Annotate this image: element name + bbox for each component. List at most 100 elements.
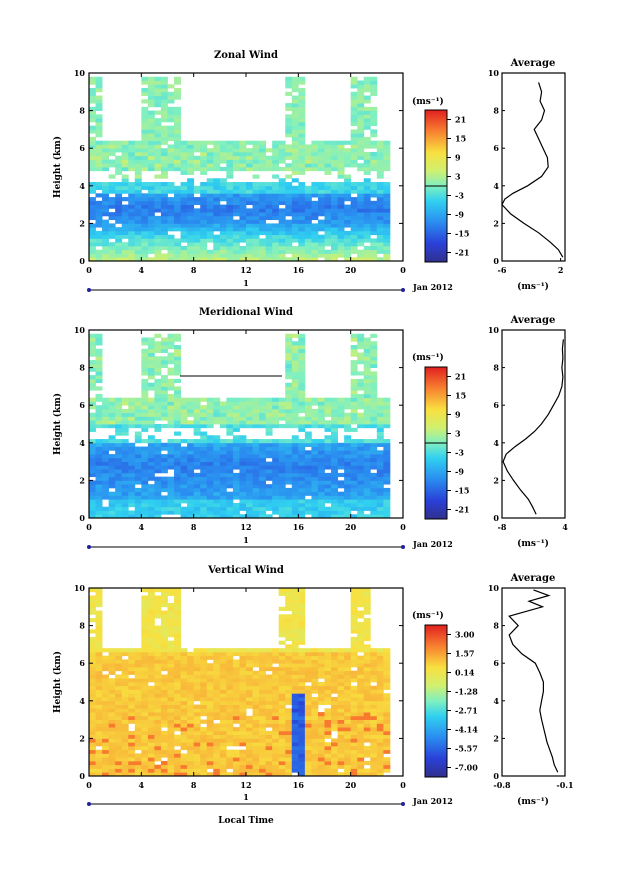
heatmap-cell [89,745,96,751]
heatmap-cell [363,424,371,429]
heatmap-cell [278,257,286,261]
heatmap-cell [278,480,286,485]
heatmap-cell [259,227,267,232]
heatmap-cell [102,487,110,493]
heatmap-cell [89,227,96,232]
heatmap-cell [311,465,319,470]
heatmap-cell [167,223,175,228]
heatmap-cell [311,182,319,187]
heatmap-cell [285,491,293,496]
heatmap-cell [252,397,260,402]
heatmap-cell [337,212,345,217]
heatmap-cell [187,678,195,683]
heatmap-cell [154,745,162,751]
heatmap-cell [370,397,378,402]
heatmap-cell [272,704,280,709]
heatmap-cell [121,693,129,698]
heatmap-cell [154,133,162,138]
heatmap-cell [121,742,129,747]
heatmap-cell [213,144,221,149]
heatmap-cell [265,502,273,508]
heatmap-cell [291,341,299,346]
heatmap-cell [213,182,221,187]
timeline-end-marker [401,545,405,549]
heatmap-cell [174,461,181,466]
heatmap-cell [89,197,96,202]
heatmap-cell [213,238,221,243]
heatmap-cell [141,356,149,361]
heatmap-cell [285,651,293,657]
heatmap-cell [272,753,280,758]
heatmap-cell [304,219,312,224]
heatmap-cell [102,723,110,728]
heatmap-cell [344,197,352,202]
heatmap-cell [121,197,129,202]
heatmap-cell [259,678,267,683]
heatmap-cell [304,723,312,728]
heatmap-cell [213,223,221,228]
heatmap-cell [121,480,129,485]
heatmap-cell [350,712,358,717]
heatmap-cell [259,666,267,672]
heatmap-cell [350,118,358,123]
heatmap-cell [95,727,103,732]
heatmap-cell [141,487,149,493]
heatmap-cell [134,655,142,660]
heatmap-cell [108,659,116,664]
heatmap-cell [121,738,129,743]
heatmap-cell [167,730,175,736]
heatmap-cell [246,223,253,228]
heatmap-cell [193,427,201,432]
heatmap-cell [383,151,391,157]
heatmap-cell [383,163,391,168]
heatmap-cell [187,405,195,410]
heatmap-cell [219,506,227,511]
heatmap-cell [383,708,391,713]
heatmap-cell [252,401,260,406]
heatmap-cell [89,129,96,134]
heatmap-cell [383,144,391,149]
heatmap-cell [298,670,306,675]
heatmap-cell [200,230,208,236]
heatmap-cell [350,700,358,705]
heatmap-cell [370,382,378,387]
heatmap-cell [147,185,155,190]
heatmap-cell [232,730,240,736]
heatmap-cell [259,193,267,198]
heatmap-cell [213,712,221,717]
heatmap-cell [265,708,273,713]
heatmap-cell [357,685,365,690]
heatmap-cell [311,140,319,145]
heatmap-cell [232,182,240,187]
heatmap-cell [311,200,319,205]
heatmap-cell [376,506,384,511]
heatmap-cell [357,212,365,217]
heatmap-cell [226,227,234,232]
heatmap-cell [174,454,181,459]
chart-title: Vertical Wind [207,565,284,576]
heatmap-cell [187,185,195,190]
heatmap-cell [95,88,103,93]
heatmap-cell [304,208,312,213]
heatmap-cell [226,499,234,504]
heatmap-cell [134,472,142,478]
heatmap-cell [298,103,306,108]
heatmap-cell [193,223,201,228]
heatmap-cell [95,659,103,664]
heatmap-cell [141,80,149,85]
heatmap-cell [252,408,260,414]
heatmap-cell [174,118,181,123]
heatmap-cell [337,685,345,690]
heatmap-cell [174,420,181,425]
heatmap-cell [239,257,247,261]
heatmap-cell [147,257,155,261]
heatmap-cell [291,424,299,429]
heatmap-cell [141,401,149,406]
heatmap-cell [108,745,116,751]
heatmap-cell [95,491,103,496]
heatmap-cell [141,378,149,384]
heatmap-cell [357,454,365,459]
heatmap-cell [160,416,168,421]
heatmap-cell [213,659,221,664]
heatmap-cell [317,200,325,205]
